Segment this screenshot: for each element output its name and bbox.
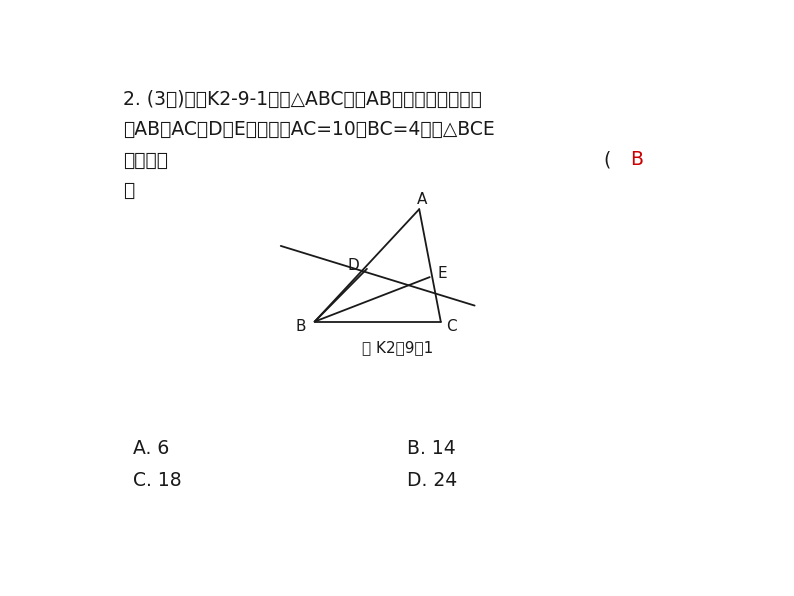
Text: 享AB，AC于D，E两点，且AC=10，BC=4，则△BCE: 享AB，AC于D，E两点，且AC=10，BC=4，则△BCE (122, 120, 495, 139)
Text: C. 18: C. 18 (133, 471, 182, 490)
Text: A. 6: A. 6 (133, 439, 169, 458)
Text: B: B (296, 319, 306, 334)
Text: B. 14: B. 14 (407, 439, 456, 458)
Text: A: A (417, 191, 427, 207)
Text: 2. (3分)如图K2-9-1，在△ABC中，AB的垂直平分线分别: 2. (3分)如图K2-9-1，在△ABC中，AB的垂直平分线分别 (122, 90, 481, 109)
Text: 的周长为: 的周长为 (122, 150, 168, 169)
Text: D: D (348, 257, 359, 273)
Text: C: C (446, 319, 457, 334)
Text: (: ( (603, 150, 617, 169)
Text: D. 24: D. 24 (407, 471, 457, 490)
Text: 图 K2－9－1: 图 K2－9－1 (362, 340, 434, 355)
Text: B: B (630, 150, 642, 169)
Text: E: E (437, 266, 447, 281)
Text: ）: ） (122, 181, 134, 200)
